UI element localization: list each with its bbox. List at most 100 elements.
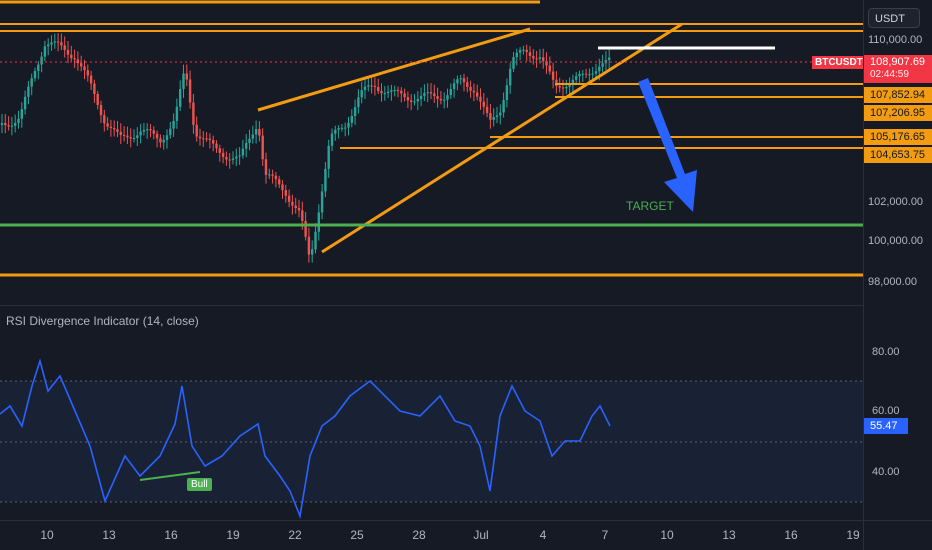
currency-selector[interactable]: USDT (868, 8, 920, 28)
candle-body (565, 86, 568, 89)
candle-body (377, 87, 380, 92)
candle-body (396, 90, 400, 92)
candle-body (390, 90, 393, 92)
candle-body (50, 42, 53, 45)
candle-body (53, 41, 56, 43)
candle-body (548, 65, 551, 72)
candle-body (142, 129, 146, 132)
price-tick: 110,000.00 (868, 34, 923, 46)
price-chart[interactable] (0, 0, 863, 305)
axis-divider (863, 0, 864, 550)
down-arrow-icon (638, 78, 697, 212)
candle-body (73, 58, 76, 60)
candle-body (60, 42, 63, 46)
candle-body (360, 90, 363, 98)
rsi-chart[interactable] (0, 306, 863, 520)
channel-upper-line (257, 27, 531, 112)
candle-body (159, 138, 162, 143)
candle-body (172, 120, 175, 129)
time-axis-divider (0, 520, 932, 521)
time-tick: 10 (40, 528, 54, 542)
candle-body (119, 131, 122, 136)
candle-body (436, 96, 439, 99)
candle-body (413, 101, 416, 103)
candle-body (152, 130, 155, 134)
time-tick: 7 (601, 528, 609, 542)
candle-body (0, 123, 4, 125)
candle-body (588, 74, 591, 76)
candle-body (400, 90, 403, 94)
time-tick: 4 (539, 528, 547, 542)
candle-body (268, 174, 271, 176)
candle-body (155, 133, 159, 139)
time-tick: 16 (164, 528, 178, 542)
price-tick: 102,000.00 (868, 196, 924, 208)
candle-body (63, 45, 66, 51)
candle-body (37, 64, 40, 71)
candle-body (324, 168, 327, 192)
candle-body (40, 56, 43, 65)
rsi-tick: 60.00 (872, 405, 900, 417)
candle-body (162, 139, 165, 143)
candle-body (33, 70, 37, 79)
candle-body (406, 97, 410, 101)
time-tick: 13 (102, 528, 116, 542)
candle-body (509, 68, 512, 86)
candle-body (192, 102, 195, 125)
candle-body (459, 78, 462, 80)
candle-body (175, 106, 179, 121)
panel-divider[interactable] (0, 305, 863, 306)
target-label: TARGET (626, 199, 674, 213)
candle-body (93, 83, 96, 94)
candle-body (347, 122, 350, 128)
candle-body (393, 90, 396, 92)
level-tag: 105,176.65 (864, 129, 932, 145)
candle-body (578, 73, 581, 77)
candle-body (195, 124, 198, 137)
candle-body (66, 50, 70, 55)
candle-body (86, 70, 89, 76)
candle-body (528, 52, 532, 56)
candle-body (423, 93, 426, 96)
candle-body (301, 210, 304, 221)
candle-body (23, 96, 27, 110)
candle-body (601, 63, 604, 67)
level-tag: 104,653.75 (864, 147, 932, 163)
candle-body (495, 115, 499, 118)
candle-body (20, 109, 23, 119)
candle-body (330, 133, 334, 146)
candle-body (235, 156, 238, 159)
candle-body (251, 134, 254, 139)
candle-body (274, 175, 278, 180)
candle-body (456, 79, 459, 84)
candle-body (558, 85, 561, 88)
candle-body (212, 140, 215, 144)
candle-body (165, 135, 169, 140)
candle-body (182, 73, 185, 90)
candle-body (479, 96, 482, 102)
candle-body (555, 79, 558, 86)
candle-body (307, 236, 311, 255)
candle-body (291, 201, 294, 206)
candle-body (30, 78, 33, 87)
candle-body (261, 135, 264, 160)
candle-body (103, 115, 106, 124)
candle-body (169, 128, 172, 136)
candle-body (499, 112, 502, 116)
candle-body (278, 179, 281, 185)
indicator-title[interactable]: RSI Divergence Indicator (14, close) (6, 314, 199, 328)
candle-body (96, 93, 99, 105)
candle-body (281, 184, 284, 191)
candle-body (228, 159, 231, 161)
candle-body (218, 148, 221, 153)
bar-countdown: 02:44:59 (870, 69, 909, 80)
candle-body (538, 57, 542, 59)
candle-body (106, 123, 109, 127)
symbol-tag: BTCUSDT (812, 56, 866, 69)
time-tick: 10 (660, 528, 674, 542)
candle-body (515, 52, 518, 58)
bull-label: Bull (187, 478, 212, 491)
candle-body (469, 86, 472, 91)
candle-body (188, 79, 192, 103)
candle-body (525, 49, 528, 53)
